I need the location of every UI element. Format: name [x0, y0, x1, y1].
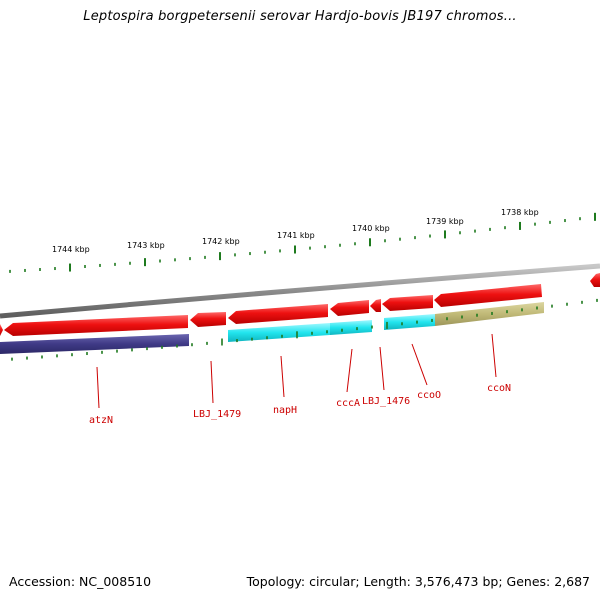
- cds-block-cyan[interactable]: [384, 314, 435, 330]
- gene-label-atzN[interactable]: atzN: [89, 415, 113, 426]
- lower-dotted-ring: [11, 298, 598, 361]
- gene-arrow[interactable]: [228, 304, 328, 324]
- gene-arrow[interactable]: [0, 324, 3, 336]
- gene-arrow[interactable]: [370, 299, 381, 312]
- cds-block-cyan[interactable]: [228, 323, 330, 342]
- tick-label: 1739 kbp: [426, 217, 464, 226]
- gene-labels: atzN LBJ_1479 napH cccA LBJ_1476 ccoO cc…: [89, 383, 511, 426]
- tick-label: 1744 kbp: [52, 245, 90, 254]
- tick-label: 1740 kbp: [352, 224, 390, 233]
- tick-label: 1743 kbp: [127, 241, 165, 250]
- leader-line: [411, 343, 428, 386]
- label-leaders: [96, 333, 497, 409]
- gene-arrow[interactable]: [190, 312, 226, 327]
- cds-block-navy[interactable]: [0, 334, 189, 354]
- gene-arrow[interactable]: [330, 300, 369, 316]
- leader-line: [491, 333, 497, 378]
- gene-label-LBJ_1476[interactable]: LBJ_1476: [362, 396, 410, 407]
- forward-genes: [0, 273, 600, 336]
- leader-line: [96, 366, 100, 409]
- cds-block-olive[interactable]: [435, 302, 544, 326]
- gene-arrow[interactable]: [382, 295, 433, 311]
- genome-summary-text: Topology: circular; Length: 3,576,473 bp…: [246, 574, 590, 589]
- cds-band: [0, 302, 544, 354]
- gene-arrow[interactable]: [434, 284, 542, 307]
- map-title: Leptospira borgpetersenii serovar Hardjo…: [83, 9, 517, 24]
- tick-label: 1741 kbp: [277, 231, 315, 240]
- cds-block-cyan[interactable]: [330, 320, 372, 335]
- gene-label-ccoN[interactable]: ccoN: [487, 383, 511, 394]
- tick-label: 1738 kbp: [501, 208, 539, 217]
- gene-label-LBJ_1479[interactable]: LBJ_1479: [193, 409, 241, 420]
- gene-arrow[interactable]: [590, 273, 600, 287]
- gene-label-napH[interactable]: napH: [273, 405, 297, 416]
- gene-label-cccA[interactable]: cccA: [336, 398, 360, 409]
- accession-text: Accession: NC_008510: [9, 574, 152, 589]
- gene-arrow[interactable]: [4, 315, 188, 336]
- leader-line: [346, 348, 353, 393]
- backbone-arc: [0, 263, 600, 319]
- leader-line: [379, 346, 385, 391]
- leader-line: [280, 355, 285, 398]
- tick-ring: [9, 212, 596, 273]
- tick-labels: 1744 kbp 1743 kbp 1742 kbp 1741 kbp 1740…: [52, 208, 539, 254]
- tick-label: 1742 kbp: [202, 237, 240, 246]
- gene-label-ccoO[interactable]: ccoO: [417, 390, 441, 401]
- leader-line: [210, 360, 214, 404]
